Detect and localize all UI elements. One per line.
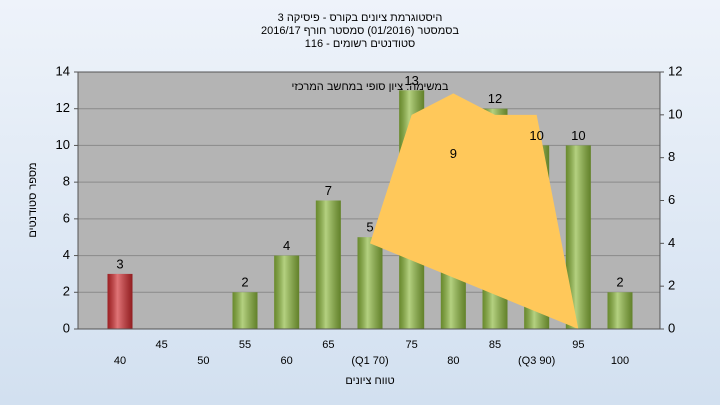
data-label: 4	[283, 238, 290, 253]
data-label: 3	[116, 256, 123, 271]
bar-shine	[315, 200, 341, 329]
annotation: במשימה: ציון סופי במחשב המרכזי	[292, 81, 449, 93]
x-tick-label: 100	[611, 355, 629, 367]
chart-title: היסטוגרמת ציונים בקורס - פיסיקה 3	[278, 12, 443, 24]
y-tick-label: 12	[56, 100, 70, 115]
data-label: 9	[450, 146, 457, 161]
data-label: 2	[616, 275, 623, 290]
data-label: 7	[325, 183, 332, 198]
data-label: 10	[571, 128, 585, 143]
bar-shine	[274, 255, 300, 329]
x-tick-label: 95	[572, 339, 584, 351]
chart-subtitle: סטודנטים רשומים - 116	[305, 38, 416, 50]
x-tick-label: (Q1 70)	[351, 355, 388, 367]
x-tick-label: 55	[239, 339, 251, 351]
y-tick-label: 8	[63, 174, 70, 189]
x-tick-label: 60	[281, 355, 293, 367]
y2-tick-label: 10	[668, 106, 682, 121]
area	[370, 93, 579, 330]
x-tick-label: 45	[156, 339, 168, 351]
x-tick-label: (Q3 90)	[518, 355, 555, 367]
y2-tick-label: 2	[668, 278, 675, 293]
bar-shine	[357, 237, 383, 329]
x-axis-title: טווח ציונים	[345, 375, 394, 387]
y2-tick-label: 6	[668, 192, 675, 207]
y-tick-label: 14	[56, 63, 70, 78]
y2-tick-label: 4	[668, 235, 675, 250]
y-tick-label: 4	[63, 247, 70, 262]
y2-tick-label: 0	[668, 320, 675, 335]
bar-shine	[107, 273, 133, 329]
y2-tick-label: 8	[668, 149, 675, 164]
x-tick-label: 40	[114, 355, 126, 367]
x-tick-label: 65	[322, 339, 334, 351]
x-tick-label: 80	[447, 355, 459, 367]
y-axis-title: מספר סטודנטים	[27, 162, 39, 237]
data-label: 10	[529, 128, 543, 143]
x-tick-label: 75	[406, 339, 418, 351]
data-label: 12	[488, 91, 502, 106]
data-label: 13	[404, 73, 418, 88]
x-tick-label: 85	[489, 339, 501, 351]
x-tick-label: 50	[197, 355, 209, 367]
data-label: 2	[241, 275, 248, 290]
data-label: 5	[366, 220, 373, 235]
bar-shine	[607, 292, 633, 329]
chart-subtitle: בסמסטר (01/2016) סמסטר חורף 2016/17	[261, 25, 459, 37]
y-tick-label: 0	[63, 320, 70, 335]
y2-tick-label: 12	[668, 63, 682, 78]
y-tick-label: 10	[56, 137, 70, 152]
y-tick-label: 6	[63, 210, 70, 225]
bar-shine	[232, 292, 258, 329]
y-tick-label: 2	[63, 284, 70, 299]
